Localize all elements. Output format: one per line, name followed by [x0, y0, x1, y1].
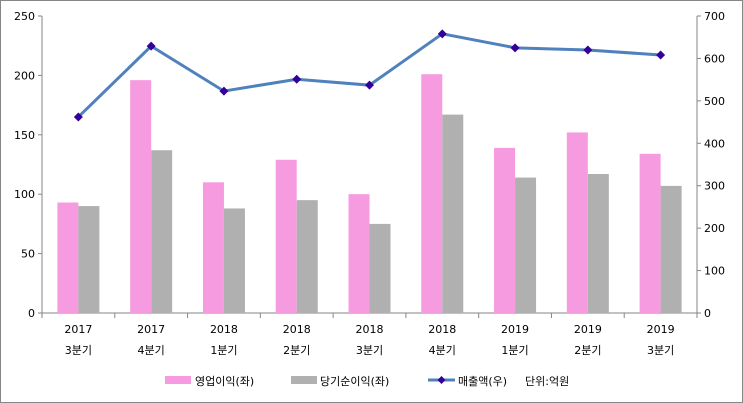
right-tick-label: 700 — [704, 10, 725, 23]
x-tick-label-year: 2019 — [501, 323, 529, 336]
bar-net-income — [442, 114, 464, 313]
sales-marker — [583, 45, 593, 55]
x-tick-label-quarter: 4분기 — [138, 344, 165, 357]
right-tick-label: 600 — [704, 52, 725, 65]
left-tick-label: 250 — [14, 10, 35, 23]
bar-net-income — [587, 174, 609, 313]
left-tick-label: 150 — [14, 129, 35, 142]
x-tick-label-quarter: 1분기 — [210, 344, 237, 357]
left-tick-label: 100 — [14, 188, 35, 201]
bar-operating-profit — [202, 182, 224, 313]
x-tick-label-quarter: 2분기 — [283, 344, 310, 357]
right-tick-label: 200 — [704, 222, 725, 235]
sales-line — [77, 32, 661, 119]
x-tick-label-year: 2018 — [210, 323, 238, 336]
x-tick-label-quarter: 2분기 — [574, 344, 601, 357]
bar-operating-profit — [421, 74, 443, 313]
bar-operating-profit — [57, 202, 79, 313]
sales-marker — [146, 41, 156, 51]
legend-label-sales: 매출액(우) — [458, 375, 507, 388]
sales-marker — [292, 74, 302, 84]
x-tick-label-year: 2018 — [428, 323, 456, 336]
bar-net-income — [296, 200, 318, 313]
bar-operating-profit — [275, 159, 297, 313]
bar-net-income — [223, 208, 245, 313]
x-tick-label-year: 2018 — [283, 323, 311, 336]
x-tick-label-year: 2017 — [137, 323, 165, 336]
legend-label-operating-profit: 영업이익(좌) — [195, 375, 254, 388]
x-tick-label-quarter: 3분기 — [65, 344, 92, 357]
bar-operating-profit — [348, 194, 370, 313]
right-tick-label: 500 — [704, 95, 725, 108]
sales-marker — [437, 29, 447, 39]
sales-marker — [510, 43, 520, 53]
bar-operating-profit — [639, 153, 661, 313]
bar-net-income — [515, 177, 537, 313]
right-tick-label: 100 — [704, 265, 725, 278]
legend-label-net-income: 당기순이익(좌) — [320, 375, 389, 388]
bar-operating-profit — [130, 80, 152, 313]
left-tick-label: 50 — [21, 248, 35, 261]
x-tick-label-year: 2019 — [647, 323, 675, 336]
sales-marker — [365, 80, 374, 90]
x-tick-label-quarter: 1분기 — [501, 344, 528, 357]
bar-net-income — [78, 206, 100, 313]
x-tick-label-year: 2017 — [64, 323, 92, 336]
x-tick-label-quarter: 3분기 — [647, 344, 674, 357]
left-tick-label: 0 — [28, 307, 35, 320]
legend-marker-sales — [437, 376, 446, 384]
x-tick-label-quarter: 4분기 — [429, 344, 456, 357]
right-tick-label: 400 — [704, 137, 725, 150]
unit-note: 단위:억원 — [525, 375, 569, 388]
legend-swatch-net-income — [291, 376, 317, 384]
bar-operating-profit — [566, 132, 588, 313]
right-tick-label: 300 — [704, 180, 725, 193]
right-tick-label: 0 — [704, 307, 711, 320]
legend-swatch-operating-profit — [165, 376, 191, 384]
x-tick-label-quarter: 3분기 — [356, 344, 383, 357]
bar-net-income — [660, 185, 682, 313]
bar-operating-profit — [494, 147, 516, 313]
sales-marker — [219, 86, 229, 96]
sales-marker — [73, 112, 83, 122]
sales-marker — [656, 50, 666, 60]
left-tick-label: 200 — [14, 69, 35, 82]
bar-net-income — [369, 223, 391, 313]
x-tick-label-year: 2018 — [356, 323, 384, 336]
x-tick-label-year: 2019 — [574, 323, 602, 336]
bar-net-income — [151, 150, 173, 313]
